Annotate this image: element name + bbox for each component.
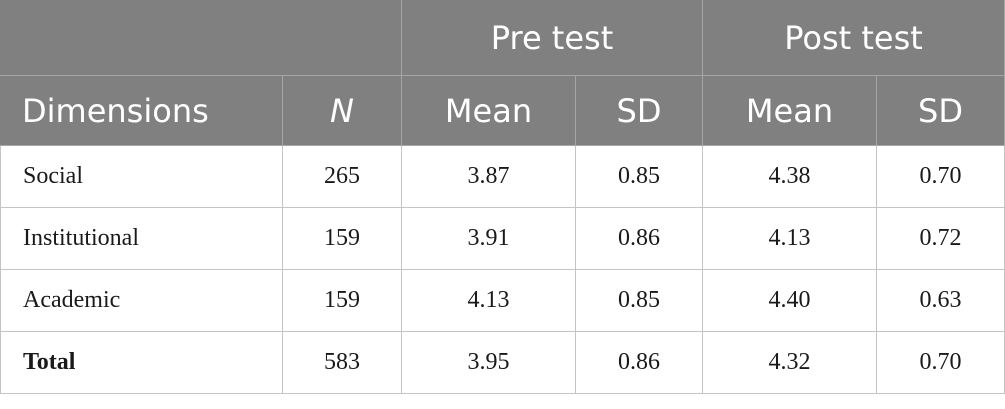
table-cell: 0.72 <box>877 208 1005 270</box>
header-blank <box>0 0 402 76</box>
column-header: SD <box>877 76 1005 146</box>
table-cell: 0.85 <box>576 270 703 332</box>
column-header: Mean <box>402 76 576 146</box>
table-cell: 0.70 <box>877 146 1005 208</box>
row-label: Academic <box>0 270 283 332</box>
table-cell: 3.87 <box>402 146 576 208</box>
table-cell: 0.70 <box>877 332 1005 394</box>
table-cell: 159 <box>283 270 402 332</box>
column-header: N <box>283 76 402 146</box>
group-header: Pre test <box>402 0 703 76</box>
row-label: Total <box>0 332 283 394</box>
table-cell: 0.86 <box>576 208 703 270</box>
column-header: Mean <box>703 76 877 146</box>
table-cell: 265 <box>283 146 402 208</box>
table-cell: 4.13 <box>703 208 877 270</box>
table-cell: 3.91 <box>402 208 576 270</box>
column-header: Dimensions <box>0 76 283 146</box>
table-cell: 0.63 <box>877 270 1005 332</box>
row-label: Institutional <box>0 208 283 270</box>
table-cell: 0.85 <box>576 146 703 208</box>
table-cell: 159 <box>283 208 402 270</box>
table-cell: 583 <box>283 332 402 394</box>
group-header: Post test <box>703 0 1005 76</box>
table-cell: 4.40 <box>703 270 877 332</box>
row-label: Social <box>0 146 283 208</box>
table-cell: 4.13 <box>402 270 576 332</box>
column-header: SD <box>576 76 703 146</box>
table-cell: 4.38 <box>703 146 877 208</box>
table-cell: 4.32 <box>703 332 877 394</box>
table-cell: 3.95 <box>402 332 576 394</box>
table-cell: 0.86 <box>576 332 703 394</box>
